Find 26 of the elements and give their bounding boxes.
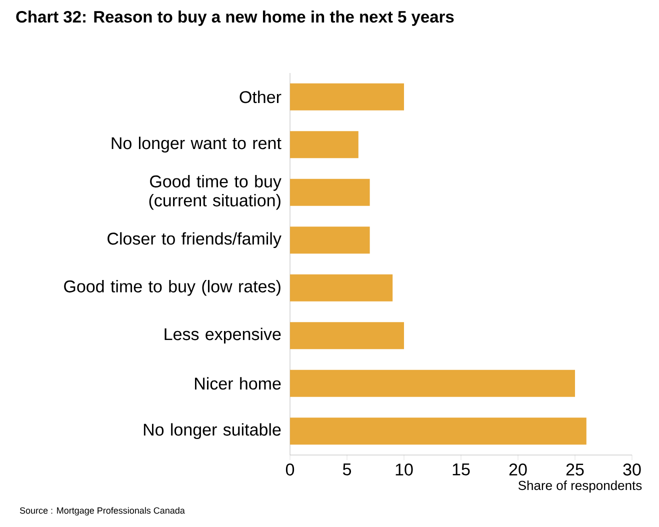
bar xyxy=(290,418,586,445)
chart-title: Chart 32: Reason to buy a new home in the next 5 years xyxy=(16,10,454,26)
x-tick-label: 25 xyxy=(566,464,584,476)
y-tick-label: Good time to buy (current situation) xyxy=(149,174,282,210)
bar xyxy=(290,226,370,254)
x-tick-label: 10 xyxy=(396,464,413,476)
bar xyxy=(290,83,404,110)
bar xyxy=(290,322,404,350)
y-tick-label: Other xyxy=(240,90,282,104)
y-tick-label: No longer want to rent xyxy=(112,136,282,153)
y-tick-label: Less expensive xyxy=(164,328,281,344)
x-axis-title: Share of respondents xyxy=(518,480,642,493)
bar xyxy=(290,178,370,206)
x-tick-label: 5 xyxy=(342,464,352,476)
y-tick-label: Good time to buy (low rates) xyxy=(64,280,280,296)
bar xyxy=(290,370,576,397)
y-tick-label: No longer suitable xyxy=(144,423,281,440)
x-tick-label: 15 xyxy=(452,464,470,476)
y-tick-label: Nicer home xyxy=(195,377,281,390)
x-tick-label: 20 xyxy=(509,464,527,476)
x-tick-label: 30 xyxy=(623,464,641,476)
bar xyxy=(290,274,393,302)
bar xyxy=(290,131,358,158)
y-tick-label: Closer to friends/family xyxy=(108,232,282,248)
x-tick-label: 0 xyxy=(286,464,294,476)
source-note: Source : Mortgage Professionals Canada xyxy=(20,507,185,516)
